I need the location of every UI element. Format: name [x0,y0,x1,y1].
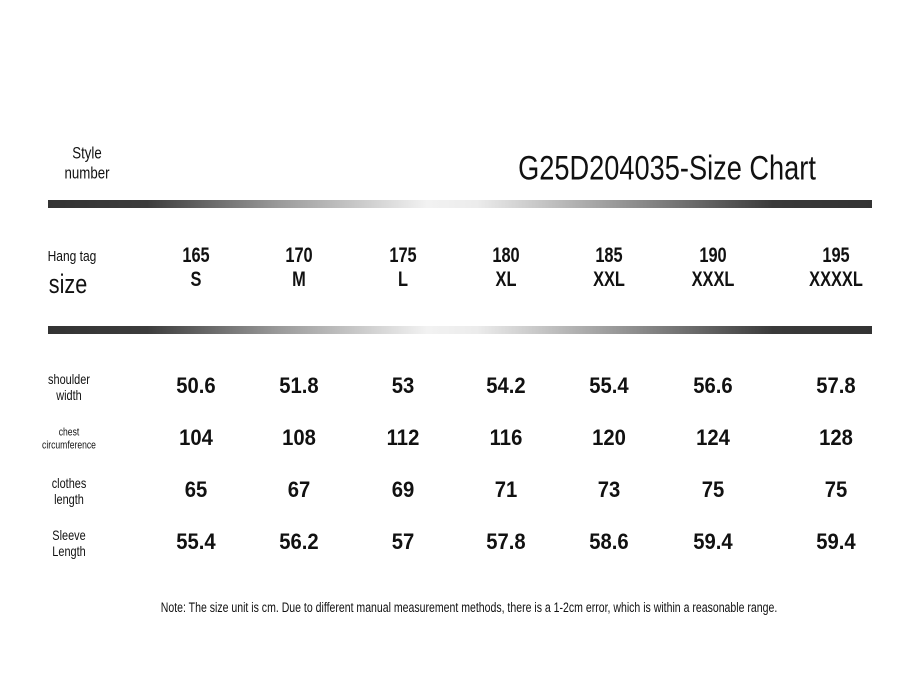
size-value: XXL [593,268,625,291]
row-label-line1: clothes [51,474,87,491]
chart-title: G25D204035-Size Chart [518,149,816,188]
row-label-line1: shoulder [48,370,90,387]
height-value: 170 [285,243,313,267]
row-label-line2: width [56,387,82,403]
height-value: 180 [492,243,520,267]
measurement-cell: 50.6 [176,373,216,398]
style-number-label: Style number [65,143,110,182]
measurement-cell: 124 [696,425,730,450]
measurement-cell: 51.8 [279,373,319,398]
measurement-cell: 116 [489,425,523,450]
size-column-header: 165 S [182,244,209,292]
measurement-cell: 56.2 [279,529,319,554]
measurement-cell: 67 [287,477,311,502]
measurement-cell: 108 [282,425,316,450]
measurement-cell: 75 [701,477,725,502]
size-column-header: 185 XXL [593,244,625,292]
size-label: size [48,269,88,299]
size-column-header: 175 L [389,244,416,292]
measurement-cell: 75 [824,477,848,502]
size-value: L [397,268,409,291]
measurement-cell: 104 [179,425,213,450]
divider-bottom [48,326,872,334]
measurement-cell: 65 [184,477,208,502]
size-column-header: 190 XXXL [692,244,735,292]
row-label-line1: Sleeve [52,526,86,543]
row-label: Sleeve Length [52,527,85,559]
size-value: XL [495,268,517,291]
divider-top [48,200,872,208]
size-value: XXXXL [809,268,863,291]
height-value: 165 [182,243,210,267]
size-column-header: 195 XXXXL [809,244,863,292]
row-label-line2: circumference [42,439,96,451]
measurement-cell: 59.4 [816,529,856,554]
measurement-cell: 57.8 [816,373,856,398]
measurement-cell: 55.4 [176,529,216,554]
measurement-cell: 53 [391,373,415,398]
height-value: 190 [699,243,727,267]
measurement-cell: 57 [391,529,415,554]
size-value: S [190,268,202,291]
measurement-cell: 54.2 [486,373,526,398]
measurement-cell: 120 [592,425,626,450]
hang-tag-label: Hang tag [47,248,97,265]
measurement-cell: 69 [391,477,415,502]
size-value: M [292,268,306,291]
measurement-cell: 58.6 [589,529,629,554]
measurement-cell: 56.6 [693,373,733,398]
measurement-cell: 112 [386,425,420,450]
height-value: 185 [595,243,623,267]
note-text: Note: The size unit is cm. Due to differ… [160,600,778,616]
size-column-header: 170 M [285,244,312,292]
size-column-header: 180 XL [492,244,519,292]
measurement-cell: 128 [819,425,853,450]
row-label-line2: length [54,491,84,507]
height-value: 195 [822,243,850,267]
size-value: XXXL [691,268,735,291]
style-label-line2: number [64,163,110,182]
measurement-cell: 55.4 [589,373,629,398]
height-value: 175 [389,243,417,267]
measurement-cell: 57.8 [486,529,526,554]
row-label-line1: chest [58,426,80,439]
measurement-cell: 73 [597,477,621,502]
measurement-cell: 71 [494,477,518,502]
row-label: clothes length [52,475,87,507]
style-label-line1: Style [72,143,102,163]
row-label: shoulder width [48,371,90,403]
row-label-line2: Length [52,543,86,559]
row-label: chest circumference [42,426,96,451]
measurement-cell: 59.4 [693,529,733,554]
